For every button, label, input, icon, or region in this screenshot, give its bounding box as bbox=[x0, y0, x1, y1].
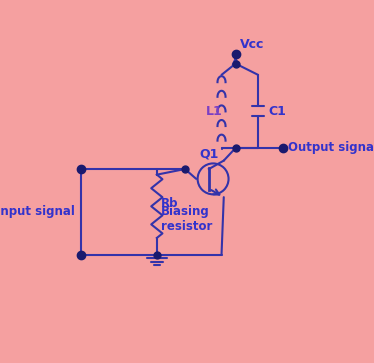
Text: Biasing
resistor: Biasing resistor bbox=[161, 205, 212, 233]
Text: Input signal: Input signal bbox=[0, 205, 75, 219]
Text: Output signal: Output signal bbox=[288, 142, 374, 154]
Text: Vcc: Vcc bbox=[240, 38, 264, 51]
Text: Rb: Rb bbox=[161, 197, 178, 210]
Text: Q1: Q1 bbox=[199, 148, 218, 160]
Text: C1: C1 bbox=[268, 105, 286, 118]
Text: L1: L1 bbox=[206, 105, 223, 118]
